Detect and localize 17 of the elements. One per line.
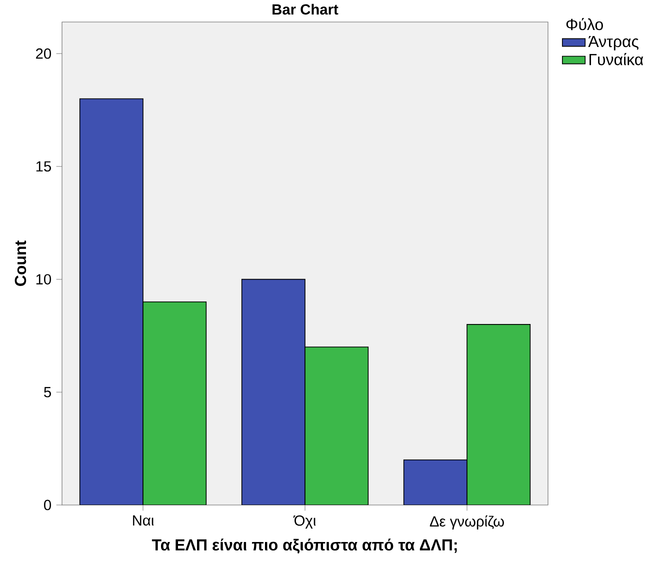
legend-label: Γυναίκα [590,53,644,66]
y-tick-label: 10 [36,274,52,284]
x-tick-label: Δε γνωρίζω [430,515,504,530]
x-axis-title: Τα ΕΛΠ είναι πιο αξιόπιστα από τα ΔΛΠ; [152,538,457,554]
y-tick-label: 15 [36,161,51,172]
y-tick-label: 20 [36,48,52,59]
y-tick-label: 5 [44,387,51,398]
bar [79,98,144,505]
x-tick-label: Όχι [293,515,316,529]
chart-title: Bar Chart [272,4,338,15]
legend-label: Άντρας [588,36,638,50]
x-tick-label: Ναι [133,515,154,526]
bar [403,459,468,505]
y-axis-title: Count [14,240,26,286]
y-tick-label: 0 [44,500,52,510]
bar [241,278,306,505]
legend-title: Φύλο [566,18,603,30]
